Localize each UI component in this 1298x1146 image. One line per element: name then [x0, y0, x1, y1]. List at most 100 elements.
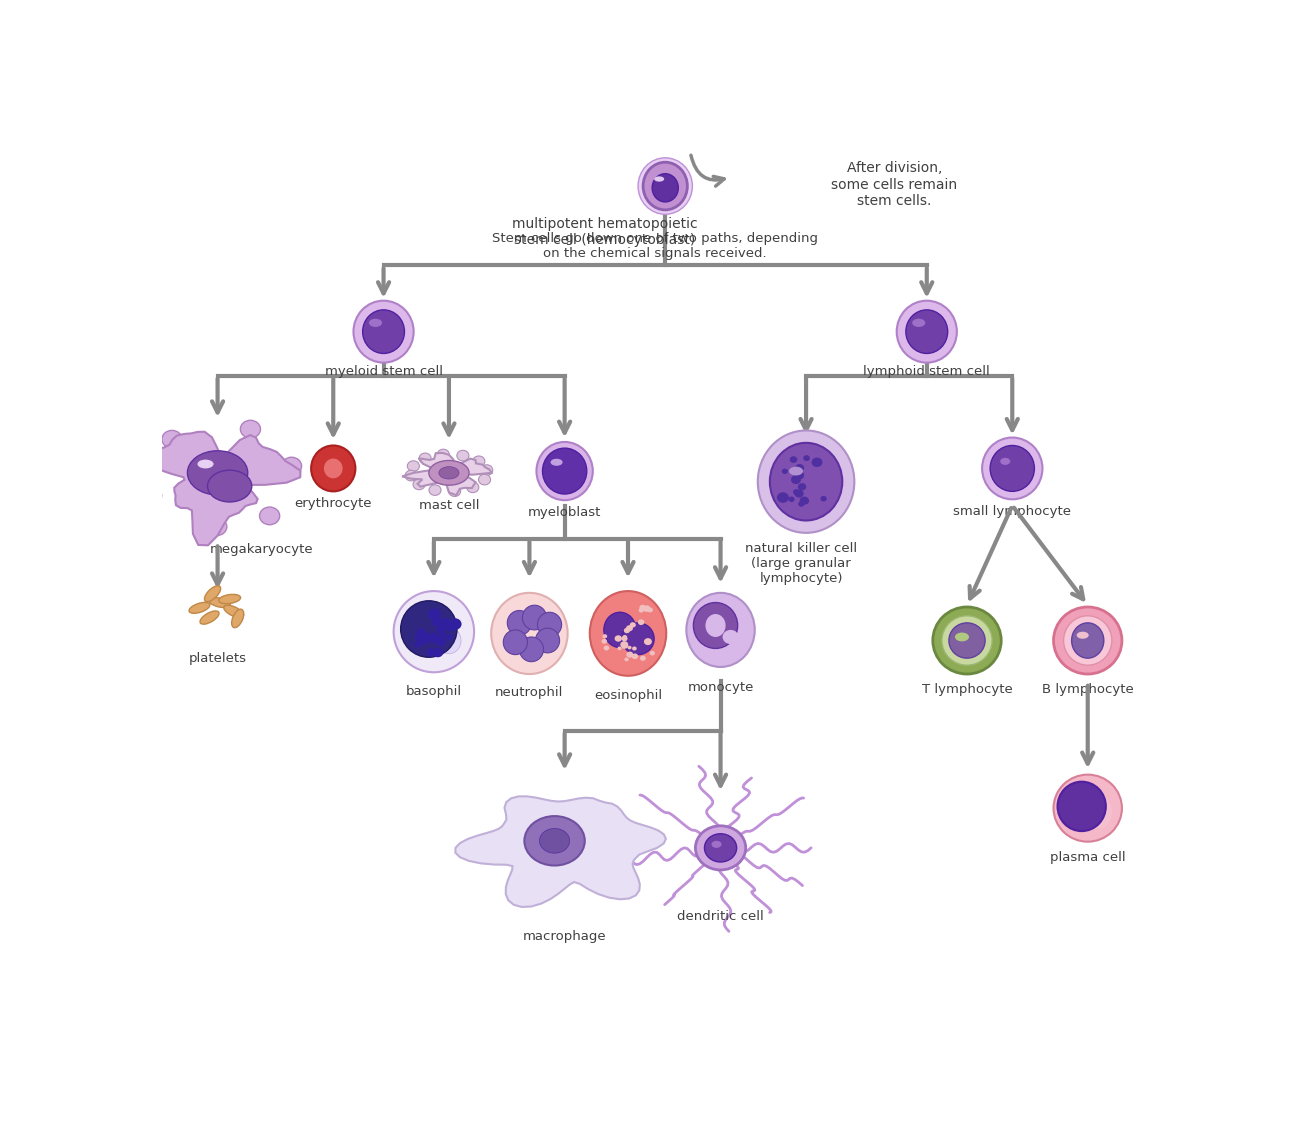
- Ellipse shape: [508, 611, 531, 635]
- Ellipse shape: [524, 816, 584, 865]
- Ellipse shape: [205, 586, 221, 602]
- Text: mast cell: mast cell: [419, 500, 479, 512]
- Ellipse shape: [990, 446, 1035, 492]
- Ellipse shape: [654, 176, 665, 181]
- Text: small lymphocyte: small lymphocyte: [953, 505, 1071, 518]
- Ellipse shape: [312, 446, 356, 492]
- Circle shape: [793, 489, 800, 495]
- Circle shape: [415, 630, 428, 643]
- Ellipse shape: [906, 309, 948, 353]
- Circle shape: [457, 450, 469, 461]
- Ellipse shape: [758, 431, 854, 533]
- Circle shape: [414, 642, 421, 647]
- Circle shape: [640, 656, 646, 661]
- Ellipse shape: [362, 309, 405, 353]
- Ellipse shape: [983, 438, 1042, 500]
- Ellipse shape: [706, 614, 726, 637]
- Circle shape: [432, 647, 443, 658]
- Circle shape: [431, 615, 440, 623]
- Circle shape: [624, 658, 628, 661]
- Ellipse shape: [589, 591, 666, 676]
- Text: Stem cells go down one of two paths, depending
on the chemical signals received.: Stem cells go down one of two paths, dep…: [492, 231, 818, 260]
- Ellipse shape: [504, 630, 527, 654]
- Circle shape: [723, 630, 739, 644]
- Circle shape: [614, 635, 622, 642]
- Ellipse shape: [393, 591, 474, 673]
- Circle shape: [472, 456, 485, 466]
- Ellipse shape: [197, 460, 214, 469]
- Circle shape: [427, 633, 439, 643]
- Ellipse shape: [639, 158, 692, 214]
- Ellipse shape: [912, 319, 925, 327]
- Ellipse shape: [1054, 775, 1121, 841]
- Circle shape: [445, 634, 453, 639]
- Ellipse shape: [437, 627, 461, 653]
- Circle shape: [637, 619, 644, 625]
- Ellipse shape: [1076, 631, 1089, 638]
- Ellipse shape: [687, 592, 754, 667]
- Circle shape: [419, 631, 427, 639]
- Circle shape: [632, 646, 637, 651]
- Circle shape: [449, 486, 461, 496]
- Circle shape: [428, 485, 441, 495]
- Ellipse shape: [536, 628, 559, 653]
- Circle shape: [618, 646, 622, 650]
- Text: B lymphocyte: B lymphocyte: [1042, 683, 1133, 696]
- Circle shape: [781, 469, 788, 474]
- Circle shape: [240, 421, 261, 438]
- Ellipse shape: [955, 633, 970, 642]
- Circle shape: [437, 449, 449, 460]
- Circle shape: [448, 618, 462, 630]
- Circle shape: [788, 496, 794, 502]
- Circle shape: [439, 631, 447, 637]
- Circle shape: [408, 461, 419, 471]
- Ellipse shape: [536, 442, 593, 500]
- Ellipse shape: [770, 442, 842, 520]
- Circle shape: [624, 628, 630, 634]
- Circle shape: [803, 499, 809, 504]
- Circle shape: [162, 431, 182, 448]
- Circle shape: [640, 605, 646, 611]
- Circle shape: [627, 652, 633, 658]
- Circle shape: [604, 645, 609, 651]
- Circle shape: [282, 457, 301, 474]
- Circle shape: [602, 634, 607, 638]
- Ellipse shape: [209, 597, 230, 607]
- Ellipse shape: [1054, 607, 1121, 674]
- Circle shape: [622, 636, 627, 642]
- Ellipse shape: [1072, 623, 1103, 658]
- Circle shape: [426, 649, 436, 657]
- Circle shape: [435, 636, 447, 646]
- Ellipse shape: [353, 300, 414, 362]
- Circle shape: [644, 638, 652, 645]
- Ellipse shape: [540, 829, 570, 853]
- Circle shape: [419, 453, 431, 464]
- Circle shape: [798, 501, 805, 507]
- Ellipse shape: [439, 466, 459, 479]
- Circle shape: [649, 651, 655, 656]
- Circle shape: [627, 646, 632, 650]
- Ellipse shape: [622, 623, 654, 654]
- Ellipse shape: [208, 470, 252, 502]
- Ellipse shape: [550, 458, 562, 465]
- Circle shape: [803, 455, 810, 461]
- Circle shape: [141, 487, 162, 504]
- Circle shape: [260, 507, 279, 525]
- Circle shape: [601, 638, 607, 644]
- Circle shape: [428, 609, 441, 620]
- Circle shape: [417, 631, 427, 641]
- Text: eosinophil: eosinophil: [594, 689, 662, 702]
- Text: plasma cell: plasma cell: [1050, 850, 1125, 864]
- Text: myeloid stem cell: myeloid stem cell: [324, 366, 443, 378]
- Circle shape: [405, 470, 417, 481]
- Text: basophil: basophil: [406, 684, 462, 698]
- Circle shape: [820, 496, 827, 502]
- Text: neutrophil: neutrophil: [496, 686, 563, 699]
- Circle shape: [796, 464, 803, 472]
- Text: natural killer cell
(large granular
lymphocyte): natural killer cell (large granular lymp…: [745, 542, 857, 584]
- Circle shape: [421, 630, 428, 637]
- Ellipse shape: [1088, 796, 1112, 829]
- Ellipse shape: [537, 612, 562, 637]
- Ellipse shape: [200, 611, 219, 625]
- Text: After division,
some cells remain
stem cells.: After division, some cells remain stem c…: [831, 162, 958, 207]
